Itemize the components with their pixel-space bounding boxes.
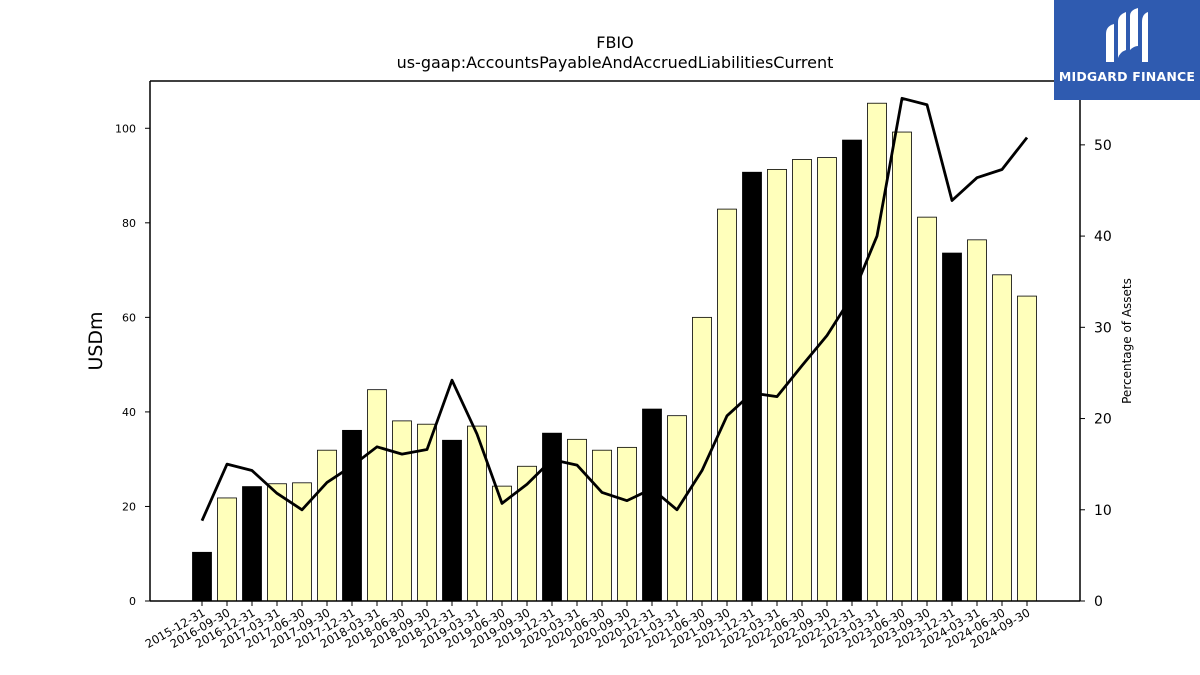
bar-2022-12-31 [842,139,862,602]
bar-2023-09-30 [917,216,937,602]
left-tick-label: 60 [122,311,136,324]
line-group [200,96,1029,522]
bar-2023-06-30 [892,131,912,602]
bar-2018-06-30 [392,420,412,602]
bar-2018-12-31 [442,439,462,602]
right-tick-label: 20 [1094,412,1112,428]
bar-2023-12-31 [942,252,962,602]
left-tick-label: 80 [122,217,136,230]
logo-text: MIDGARD FINANCE [1058,69,1196,84]
bar-2022-09-30 [817,157,837,602]
bar-2024-09-30 [1017,295,1037,602]
bar-2017-09-30 [317,449,337,602]
left-tick-label: 100 [115,122,136,135]
left-tick-label: 40 [122,406,136,419]
x-axis-ticks: 2015-12-312016-09-302016-12-312017-03-31… [143,601,1033,651]
left-axis-ticks: 0 20 40 60 80 100 [115,122,150,608]
chart-title: FBIO [596,33,634,52]
right-tick-label: 40 [1094,229,1112,245]
bar-2021-09-30 [717,208,737,602]
bar-2022-06-30 [792,159,812,602]
bar-2024-03-31 [967,239,987,602]
right-tick-label: 50 [1094,138,1112,154]
bar-2023-03-31 [867,102,887,602]
chart-subtitle: us-gaap:AccountsPayableAndAccruedLiabili… [397,53,834,72]
left-tick-label: 0 [129,595,136,608]
bar-2020-06-30 [592,449,612,602]
bar-2017-12-31 [342,429,362,602]
bar-2018-03-31 [367,389,387,602]
bar-2016-12-31 [242,486,262,602]
y2-axis-label: Percentage of Assets [1120,278,1134,404]
right-tick-label: 0 [1094,594,1103,610]
y-axis-label: USDm [85,311,107,370]
percentage-line [200,96,1029,522]
bar-2021-12-31 [742,171,762,602]
right-tick-label: 10 [1094,503,1112,519]
left-tick-label: 20 [122,500,136,513]
right-tick-label: 30 [1094,320,1112,336]
bar-2022-03-31 [767,168,787,602]
logo-mark-icon [1106,8,1148,62]
bar-2019-09-30 [517,465,537,602]
bar-group [192,102,1037,602]
bar-2020-12-31 [642,408,662,602]
bar-2016-09-30 [217,497,237,602]
right-axis-ticks: 0 10 20 30 40 50 [1080,138,1112,610]
axes [149,80,1081,602]
bar-2017-03-31 [267,483,287,602]
brand-logo: MIDGARD FINANCE [1054,0,1200,100]
bar-2020-09-30 [617,446,637,602]
bar-2015-12-31 [192,551,212,602]
bar-2024-06-30 [992,274,1012,602]
